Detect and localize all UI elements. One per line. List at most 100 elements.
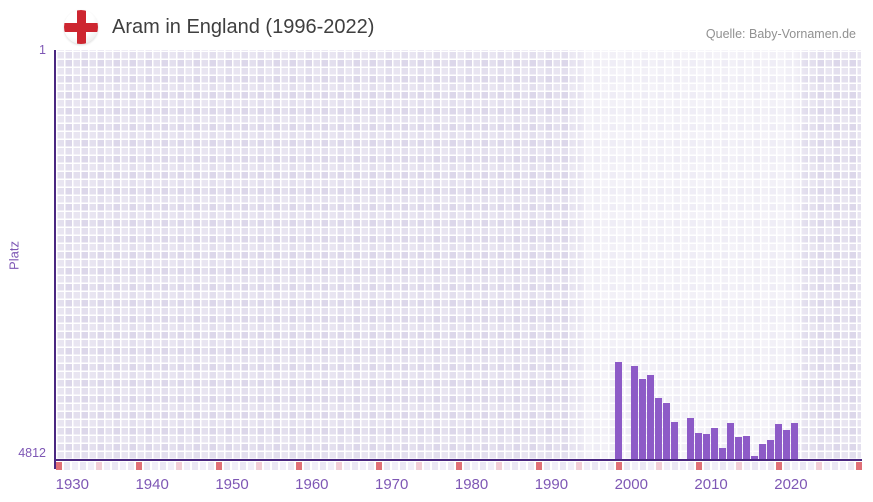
bar-2016[interactable] [759,444,767,460]
strip-cell [552,462,559,470]
strip-cell [288,462,295,470]
strip-cell [800,462,807,470]
bar-2011[interactable] [719,448,727,460]
bars-layer [56,50,861,460]
strip-cell [424,462,431,470]
strip-decade-marker [456,462,463,470]
strip-decade-marker [856,462,863,470]
bar-2015[interactable] [751,456,759,460]
x-tick-label-1940: 1940 [135,476,169,493]
source-credit: Quelle: Baby-Vornamen.de [705,27,856,41]
strip-half-decade-marker [336,462,343,470]
x-tick-label-1960: 1960 [295,476,329,493]
strip-cell [632,462,639,470]
y-axis-line [54,50,56,469]
strip-cell [112,462,119,470]
strip-cell [512,462,519,470]
x-tick-label-1930: 1930 [55,476,89,493]
plot-area [56,50,861,460]
bar-2010[interactable] [711,428,719,460]
bar-2007[interactable] [687,418,695,460]
x-tick-label-2010: 2010 [694,476,728,493]
strip-cell [168,462,175,470]
strip-cell [400,462,407,470]
strip-cell [568,462,575,470]
x-tick-label-2000: 2000 [614,476,648,493]
strip-cell [72,462,79,470]
decade-marker-strip [56,462,864,470]
bar-2009[interactable] [703,434,711,460]
strip-cell [488,462,495,470]
strip-cell [352,462,359,470]
strip-cell [208,462,215,470]
x-tick-label-1950: 1950 [215,476,249,493]
strip-cell [624,462,631,470]
strip-half-decade-marker [496,462,503,470]
strip-cell [720,462,727,470]
strip-cell [672,462,679,470]
bar-2005[interactable] [671,422,679,460]
bar-2013[interactable] [735,437,743,460]
flag-cross-horizontal [64,22,98,32]
strip-cell [848,462,855,470]
strip-decade-marker [616,462,623,470]
strip-cell [528,462,535,470]
strip-cell [80,462,87,470]
strip-half-decade-marker [176,462,183,470]
strip-cell [392,462,399,470]
y-axis-top-label: 1 [39,43,46,57]
strip-decade-marker [296,462,303,470]
strip-cell [304,462,311,470]
strip-cell [152,462,159,470]
strip-half-decade-marker [736,462,743,470]
strip-half-decade-marker [416,462,423,470]
bar-2012[interactable] [727,423,735,460]
strip-cell [440,462,447,470]
bar-2003[interactable] [655,398,663,460]
strip-cell [560,462,567,470]
bar-2002[interactable] [647,374,655,460]
strip-cell [520,462,527,470]
strip-cell [88,462,95,470]
strip-cell [472,462,479,470]
strip-cell [680,462,687,470]
strip-cell [664,462,671,470]
strip-cell [600,462,607,470]
strip-cell [760,462,767,470]
strip-cell [480,462,487,470]
y-axis-bottom-label: 4812 [18,446,46,460]
bar-2001[interactable] [639,379,647,460]
bar-2018[interactable] [775,424,783,460]
x-tick-label-1990: 1990 [534,476,569,493]
strip-cell [744,462,751,470]
strip-cell [120,462,127,470]
bar-1998[interactable] [615,362,623,460]
bar-2000[interactable] [631,366,639,460]
strip-cell [384,462,391,470]
strip-cell [280,462,287,470]
chart-title: Aram in England (1996-2022) [112,16,375,38]
bar-2004[interactable] [663,403,671,460]
strip-cell [232,462,239,470]
strip-cell [64,462,71,470]
bar-2014[interactable] [743,436,751,460]
bar-2020[interactable] [791,423,799,460]
strip-cell [128,462,135,470]
strip-cell [408,462,415,470]
strip-cell [248,462,255,470]
data-range-highlight-band [56,50,861,460]
strip-cell [320,462,327,470]
bar-2008[interactable] [695,433,703,460]
strip-decade-marker [136,462,143,470]
strip-decade-marker [56,462,63,470]
strip-cell [192,462,199,470]
x-tick-label-2020: 2020 [774,476,808,493]
strip-cell [200,462,207,470]
strip-cell [144,462,151,470]
bar-2019[interactable] [783,430,791,460]
bar-2017[interactable] [767,440,775,460]
strip-cell [312,462,319,470]
strip-cell [240,462,247,470]
strip-cell [344,462,351,470]
